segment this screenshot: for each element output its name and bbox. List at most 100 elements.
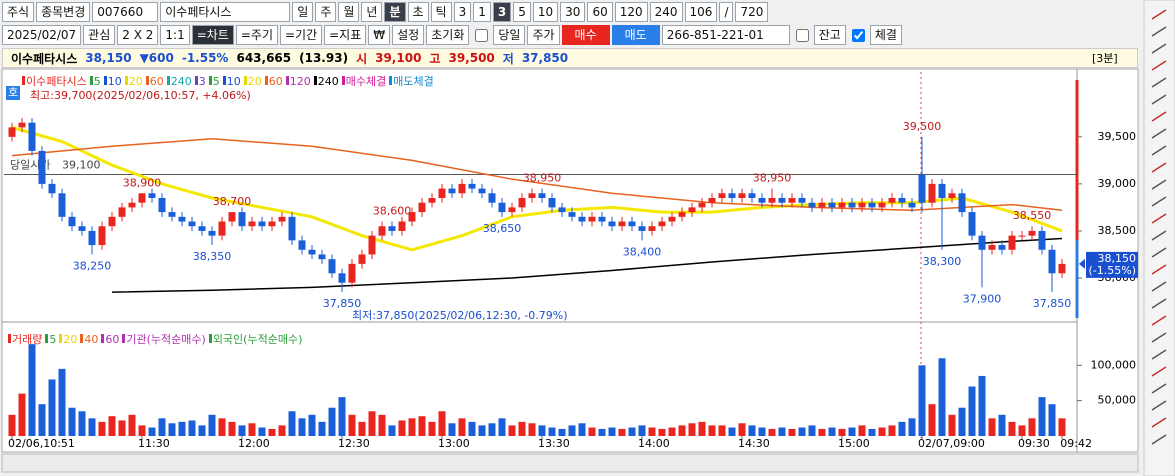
candle-body: [658, 221, 666, 227]
volume-bar: [778, 427, 786, 436]
volume-bar: [258, 427, 266, 436]
toolbar-button[interactable]: 60: [587, 2, 613, 22]
toolbar-button[interactable]: 초기화: [426, 25, 470, 45]
volume-bar: [578, 423, 586, 436]
candle-body: [958, 193, 966, 213]
toolbar-button[interactable]: 틱: [430, 2, 452, 22]
toolbar-button[interactable]: 년: [361, 2, 383, 22]
toolbar-button[interactable]: 007660: [92, 2, 159, 22]
toolbar-button[interactable]: 주: [315, 2, 337, 22]
x-tick-label: 09:42: [1060, 437, 1092, 450]
toolbar-button[interactable]: 240: [649, 2, 683, 22]
toolbar-button[interactable]: 당일: [493, 25, 526, 45]
volume-bar: [728, 427, 736, 436]
volume-bar: [978, 375, 986, 436]
toolbar-button[interactable]: 관심: [83, 25, 116, 45]
legend-item: 3: [194, 75, 206, 88]
tool-icon: [1151, 128, 1167, 139]
price-annotation: 38,350: [193, 250, 232, 263]
toolbar-button[interactable]: 5: [513, 2, 531, 22]
toolbar-button[interactable]: 1:1: [160, 25, 190, 45]
toolbar-button[interactable]: 30: [560, 2, 586, 22]
volume-bar: [238, 425, 246, 436]
volume-bar: [1028, 418, 1036, 436]
toolbar-button[interactable]: 266-851-221-01: [661, 25, 790, 45]
volume-bar: [378, 414, 386, 436]
volume-bar: [768, 428, 776, 436]
toolbar-button[interactable]: 이수페타시스: [160, 2, 291, 22]
toolbar-button[interactable]: 매도: [611, 25, 660, 45]
candle-body: [1058, 263, 1066, 274]
legend-swatch: [145, 75, 149, 85]
legend-item: 60: [101, 333, 119, 346]
volume-bar: [928, 404, 936, 436]
candle-body: [728, 193, 736, 198]
toolbar-button[interactable]: 2025/02/07: [2, 25, 82, 45]
candle-body: [178, 216, 186, 222]
legend-swatch: [59, 333, 63, 343]
moving-average: [11, 137, 1063, 211]
volume-bar: [918, 365, 926, 436]
candle-body: [438, 188, 446, 198]
candle-body: [18, 122, 26, 128]
tool-icon: [1151, 196, 1167, 207]
volume-bar: [288, 411, 296, 436]
candle-body: [138, 193, 146, 203]
legend-label: 매도체결: [393, 75, 434, 88]
legend-item: 기관(누적순매수): [122, 331, 206, 347]
volume-bar: [108, 416, 116, 436]
candle-body: [188, 221, 196, 227]
x-tick-label: 13:00: [438, 437, 470, 450]
toolbar-button[interactable]: 2 X 2: [117, 25, 159, 45]
checkbox[interactable]: [475, 28, 489, 42]
candle-body: [698, 202, 706, 208]
toolbar-button[interactable]: 10: [532, 2, 559, 22]
candle-body: [118, 207, 126, 217]
volume-bar: [98, 421, 106, 436]
legend-item: 20: [59, 333, 77, 346]
toolbar-button[interactable]: 주가: [527, 25, 560, 45]
volume-bar: [608, 427, 616, 436]
scroll-bar[interactable]: [1, 453, 1139, 473]
toolbar-button[interactable]: ₩: [368, 25, 391, 45]
toolbar-button[interactable]: 일: [292, 2, 314, 22]
reference-value: 39,100: [62, 158, 101, 171]
candle-body: [378, 226, 386, 236]
checkbox[interactable]: [851, 28, 865, 42]
candle-body: [988, 245, 996, 250]
toolbar-button[interactable]: =차트: [191, 25, 234, 45]
toolbar-button[interactable]: =주기: [235, 25, 278, 45]
candle-body: [318, 254, 326, 260]
candle-body: [798, 198, 806, 203]
candle-body: [998, 245, 1006, 250]
toolbar-button[interactable]: /: [719, 2, 734, 22]
toolbar-button[interactable]: =기간: [279, 25, 323, 45]
toolbar-button[interactable]: 잔고: [813, 25, 846, 45]
candle-body: [598, 216, 606, 222]
moving-average: [111, 237, 1063, 293]
toolbar-button[interactable]: 720: [735, 2, 769, 22]
x-tick-label: 14:30: [738, 437, 770, 450]
toolbar-button[interactable]: 3: [492, 2, 512, 22]
legend-item: 매수체결: [341, 73, 386, 89]
volume-bar: [518, 421, 526, 436]
candle-body: [348, 263, 356, 283]
toolbar-button[interactable]: 3: [453, 2, 472, 22]
toolbar-button[interactable]: 설정: [392, 25, 425, 45]
checkbox[interactable]: [795, 28, 809, 42]
toolbar-button[interactable]: 체결: [869, 25, 902, 45]
toolbar-button[interactable]: 월: [338, 2, 360, 22]
price-annotation: 37,850: [1033, 297, 1072, 310]
toolbar-button[interactable]: 120: [614, 2, 648, 22]
toolbar-button[interactable]: 1: [473, 2, 491, 22]
toolbar-button[interactable]: 106: [684, 2, 718, 22]
toolbar-button[interactable]: 분: [384, 2, 406, 22]
toolbar-button[interactable]: 주식: [2, 2, 35, 22]
volume-bar: [558, 428, 566, 436]
toolbar-button[interactable]: 초: [407, 2, 429, 22]
x-tick-label: 11:30: [138, 437, 170, 450]
toolbar-button[interactable]: 매수: [561, 25, 610, 45]
toolbar-button[interactable]: =지표: [324, 25, 367, 45]
toolbar-button[interactable]: 종목변경: [36, 2, 91, 22]
candle-body: [508, 207, 516, 213]
